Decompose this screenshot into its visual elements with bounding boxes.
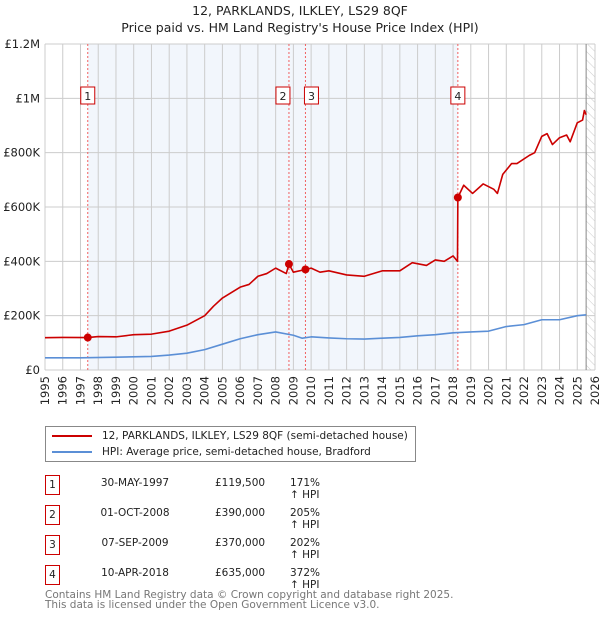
footer: Contains HM Land Registry data © Crown c…: [45, 589, 454, 611]
x-tick-label: 2012: [340, 376, 354, 405]
sale-point: [284, 260, 293, 269]
legend-swatch-hpi: [52, 451, 92, 453]
sale-label-box: [275, 86, 291, 105]
legend-swatch-property: [52, 435, 92, 437]
y-tick-label: £600K: [3, 200, 40, 214]
y-tick-label: £1.2M: [4, 37, 40, 51]
sale-point: [301, 265, 310, 274]
transaction-date: 10-APR-2018: [101, 567, 169, 579]
transaction-number: 2: [45, 505, 60, 525]
legend-item-hpi: HPI: Average price, semi-detached house,…: [52, 444, 371, 460]
x-tick-label: 2014: [375, 376, 389, 405]
x-tick-label: 2025: [570, 376, 584, 405]
x-tick-label: 2026: [588, 376, 600, 405]
x-tick-label: 2020: [482, 376, 496, 405]
x-tick-label: 2021: [499, 376, 513, 405]
x-tick-label: 2005: [215, 376, 229, 405]
y-tick-label: £0: [25, 363, 40, 377]
sale-label-box: [303, 86, 319, 105]
chart-legend: 12, PARKLANDS, ILKLEY, LS29 8QF (semi-de…: [45, 426, 416, 462]
x-tick-label: 2017: [428, 376, 442, 405]
x-tick-label: 2010: [304, 376, 318, 405]
transaction-price: £635,000: [215, 567, 266, 579]
legend-label-property: 12, PARKLANDS, ILKLEY, LS29 8QF (semi-de…: [102, 430, 408, 442]
sale-label: 1: [84, 90, 91, 103]
x-tick-label: 1995: [38, 376, 52, 405]
transaction-hpi: 171% ↑ HPI: [290, 477, 321, 501]
sale-label: 4: [454, 90, 461, 103]
x-tick-label: 2022: [517, 376, 531, 405]
x-tick-label: 2000: [127, 376, 141, 405]
sale-point: [453, 193, 462, 202]
sale-label-box: [80, 86, 96, 105]
transaction-date: 30-MAY-1997: [100, 477, 170, 489]
chart-title: 12, PARKLANDS, ILKLEY, LS29 8QF: [192, 3, 408, 18]
series-line: [45, 314, 587, 359]
transaction-price: £370,000: [215, 537, 266, 549]
transaction-number: 4: [45, 565, 60, 585]
y-tick-label: £400K: [3, 254, 40, 268]
transaction-price: £119,500: [215, 477, 266, 489]
x-tick-label: 2001: [144, 376, 158, 405]
transaction-number: 1: [45, 475, 60, 495]
x-tick-label: 2011: [322, 376, 336, 405]
transaction-price: £390,000: [215, 507, 266, 519]
sale-point: [83, 333, 92, 342]
footer-licence: This data is licensed under the Open Gov…: [45, 599, 380, 611]
x-tick-label: 2019: [464, 376, 478, 405]
sale-label: 2: [279, 90, 286, 103]
series-line: [44, 109, 587, 339]
x-tick-label: 1997: [73, 376, 87, 405]
transaction-date: 01-OCT-2008: [100, 507, 170, 519]
x-tick-label: 2023: [535, 376, 549, 405]
x-tick-label: 1999: [109, 376, 123, 405]
x-tick-label: 2018: [446, 376, 460, 405]
x-tick-label: 2004: [198, 376, 212, 405]
legend-label-hpi: HPI: Average price, semi-detached house,…: [102, 446, 371, 458]
x-tick-label: 2024: [553, 376, 567, 405]
transaction-hpi: 205% ↑ HPI: [290, 507, 321, 531]
x-tick-label: 2009: [286, 376, 300, 405]
x-tick-label: 2003: [180, 376, 194, 405]
transaction-date: 07-SEP-2009: [101, 537, 169, 549]
x-tick-label: 2006: [233, 376, 247, 405]
x-tick-label: 2008: [269, 376, 283, 405]
footer-copyright: Contains HM Land Registry data © Crown c…: [45, 589, 454, 601]
transaction-number: 3: [45, 535, 60, 555]
y-tick-label: £800K: [3, 146, 40, 160]
price-chart: 1995 1996 1997 1998 1999 2000 2001 2002 2003 2004…: [3, 37, 600, 405]
y-tick-label: £1M: [15, 91, 40, 105]
x-tick-label: 2015: [393, 376, 407, 405]
sale-label-box: [450, 86, 466, 105]
transaction-hpi: 202% ↑ HPI: [290, 537, 321, 561]
transaction-hpi: 372% ↑ HPI: [290, 567, 321, 591]
x-tick-label: 1998: [91, 376, 105, 405]
sale-label: 3: [308, 90, 315, 103]
x-tick-label: 2002: [162, 376, 176, 405]
chart-subtitle: Price paid vs. HM Land Registry's House …: [121, 20, 479, 35]
x-tick-label: 1996: [56, 376, 70, 405]
y-tick-label: £200K: [3, 309, 40, 323]
legend-item-property: 12, PARKLANDS, ILKLEY, LS29 8QF (semi-de…: [52, 428, 408, 444]
x-tick-label: 2016: [411, 376, 425, 405]
x-tick-label: 2013: [357, 376, 371, 405]
x-tick-label: 2007: [251, 376, 265, 405]
